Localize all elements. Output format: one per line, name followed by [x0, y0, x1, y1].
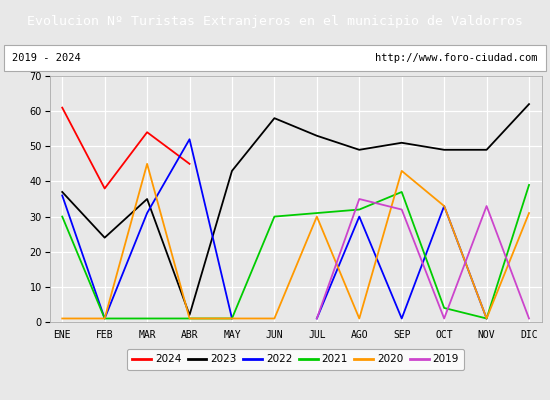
Text: 2019 - 2024: 2019 - 2024: [12, 53, 81, 63]
Text: Evolucion Nº Turistas Extranjeros en el municipio de Valdorros: Evolucion Nº Turistas Extranjeros en el …: [27, 15, 523, 28]
Legend: 2024, 2023, 2022, 2021, 2020, 2019: 2024, 2023, 2022, 2021, 2020, 2019: [127, 349, 464, 370]
Text: http://www.foro-ciudad.com: http://www.foro-ciudad.com: [376, 53, 538, 63]
FancyBboxPatch shape: [4, 44, 546, 72]
